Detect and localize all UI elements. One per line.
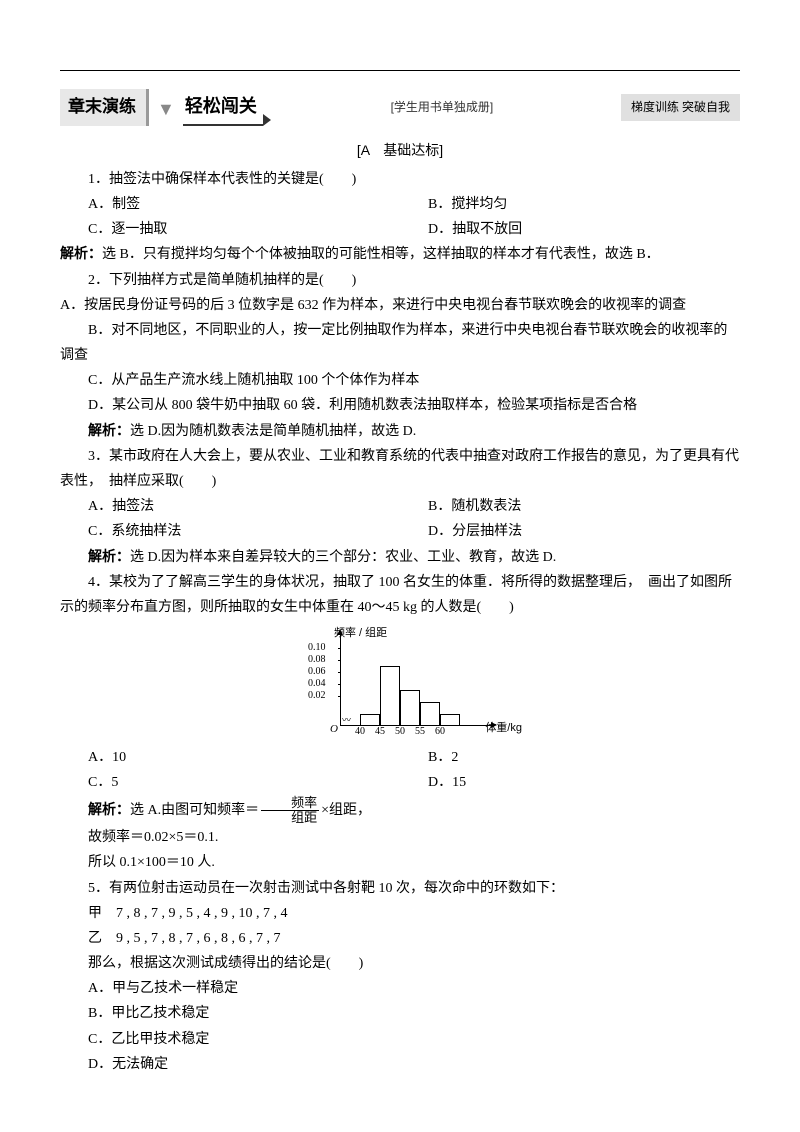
q2-opt-c: C．从产品生产流水线上随机抽取 100 个个体作为样本 bbox=[60, 368, 740, 393]
q4-answer-l1: 解析：选 A.由图可知频率＝频率组距×组距， bbox=[60, 796, 740, 826]
q5-opt-c: C．乙比甲技术稳定 bbox=[60, 1027, 740, 1052]
histogram: 频率 / 组距 O 〰 体重/kg 0.020.040.060.080.1040… bbox=[300, 626, 500, 741]
q4-ans-pre: 选 A.由图可知频率＝ bbox=[130, 803, 259, 818]
q3-options: A．抽签法 C．系统抽样法 B．随机数表法 D．分层抽样法 bbox=[60, 494, 740, 544]
frac-num: 频率 bbox=[261, 796, 319, 811]
q4-opt-c: C．5 bbox=[60, 770, 400, 795]
q2-opt-a: A．按居民身份证号码的后 3 位数字是 632 作为样本，来进行中央电视台春节联… bbox=[60, 293, 740, 318]
q3-opt-a: A．抽签法 bbox=[60, 494, 400, 519]
q1-opt-d: D．抽取不放回 bbox=[400, 217, 740, 242]
banner-mid: [学生用书单独成册] bbox=[391, 97, 494, 119]
q3-ans-text: 选 D.因为样本来自差异较大的三个部分：农业、工业、教育，故选 D. bbox=[130, 550, 556, 565]
q5-yi: 乙 9 , 5 , 7 , 8 , 7 , 6 , 8 , 6 , 7 , 7 bbox=[60, 926, 740, 951]
section-a-heading: [A 基础达标] bbox=[60, 138, 740, 163]
q1-ans-label: 解析： bbox=[60, 247, 102, 262]
q1-opt-a: A．制签 bbox=[60, 192, 400, 217]
xtick: 40 bbox=[355, 723, 365, 741]
xtick: 45 bbox=[375, 723, 385, 741]
q4-ans-label: 解析： bbox=[88, 803, 130, 818]
q2-ans-text: 选 D.因为随机数表法是简单随机抽样，故选 D. bbox=[130, 424, 416, 439]
q4-chart: 频率 / 组距 O 〰 体重/kg 0.020.040.060.080.1040… bbox=[60, 626, 740, 741]
ytick: 0.10 bbox=[308, 639, 326, 657]
axis-break-icon: 〰 bbox=[342, 712, 349, 728]
fraction: 频率组距 bbox=[261, 796, 319, 826]
q2-stem: 2．下列抽样方式是简单随机抽样的是( ) bbox=[60, 268, 740, 293]
q3-ans-label: 解析： bbox=[88, 550, 130, 565]
q1-ans-text: 选 B．只有搅拌均匀每个个体被抽取的可能性相等，这样抽取的样本才有代表性，故选 … bbox=[102, 247, 660, 262]
q4-answer-l2: 故频率＝0.02×5＝0.1. bbox=[60, 825, 740, 850]
q2-opt-b: B．对不同地区，不同职业的人，按一定比例抽取作为样本，来进行中央电视台春节联欢晚… bbox=[60, 318, 740, 368]
banner: 章末演练 ▼ 轻松闯关 [学生用书单独成册] 梯度训练 突破自我 bbox=[60, 89, 740, 126]
q5-opt-a: A．甲与乙技术一样稳定 bbox=[60, 976, 740, 1001]
q3-opt-d: D．分层抽样法 bbox=[400, 519, 740, 544]
q2-answer: 解析：选 D.因为随机数表法是简单随机抽样，故选 D. bbox=[60, 419, 740, 444]
frac-den: 组距 bbox=[261, 811, 319, 825]
xtick: 50 bbox=[395, 723, 405, 741]
banner-right: 梯度训练 突破自我 bbox=[621, 94, 740, 122]
q4-answer-l3: 所以 0.1×100＝10 人. bbox=[60, 850, 740, 875]
q1-answer: 解析：选 B．只有搅拌均匀每个个体被抽取的可能性相等，这样抽取的样本才有代表性，… bbox=[60, 242, 740, 267]
xtick: 55 bbox=[415, 723, 425, 741]
q1-options: A．制签 C．逐一抽取 B．搅拌均匀 D．抽取不放回 bbox=[60, 192, 740, 242]
q4-ans-post: ×组距， bbox=[321, 803, 371, 818]
q5-opt-b: B．甲比乙技术稳定 bbox=[60, 1001, 740, 1026]
q2-opt-d: D．某公司从 800 袋牛奶中抽取 60 袋．利用随机数表法抽取样本，检验某项指… bbox=[60, 393, 740, 418]
chart-xlabel: 体重/kg bbox=[485, 719, 522, 739]
q4-opt-d: D．15 bbox=[400, 770, 740, 795]
xtick: 60 bbox=[435, 723, 445, 741]
q4-stem: 4．某校为了了解高三学生的身体状况，抽取了 100 名女生的体重．将所得的数据整… bbox=[60, 570, 740, 620]
bar bbox=[400, 690, 420, 726]
q5-stem: 5．有两位射击运动员在一次射击测试中各射靶 10 次，每次命中的环数如下： bbox=[60, 876, 740, 901]
q3-stem: 3．某市政府在人大会上，要从农业、工业和教育系统的代表中抽查对政府工作报告的意见… bbox=[60, 444, 740, 494]
q2-ans-label: 解析： bbox=[88, 424, 130, 439]
chart-origin: O bbox=[330, 720, 338, 740]
top-rule bbox=[60, 70, 740, 71]
q4-opt-a: A．10 bbox=[60, 745, 400, 770]
bar bbox=[380, 666, 400, 726]
q3-opt-b: B．随机数表法 bbox=[400, 494, 740, 519]
q3-opt-c: C．系统抽样法 bbox=[60, 519, 400, 544]
q4-options: A．10 C．5 B．2 D．15 bbox=[60, 745, 740, 795]
q5-opt-d: D．无法确定 bbox=[60, 1052, 740, 1077]
q5-jia: 甲 7 , 8 , 7 , 9 , 5 , 4 , 9 , 10 , 7 , 4 bbox=[60, 901, 740, 926]
q5-tail: 那么，根据这次测试成绩得出的结论是( ) bbox=[60, 951, 740, 976]
banner-sep-icon: ▼ bbox=[157, 93, 175, 125]
content: 1．抽签法中确保样本代表性的关键是( ) A．制签 C．逐一抽取 B．搅拌均匀 … bbox=[60, 167, 740, 1077]
q1-opt-b: B．搅拌均匀 bbox=[400, 192, 740, 217]
page: 章末演练 ▼ 轻松闯关 [学生用书单独成册] 梯度训练 突破自我 [A 基础达标… bbox=[0, 0, 800, 1132]
banner-left: 章末演练 ▼ 轻松闯关 bbox=[60, 89, 263, 126]
q3-answer: 解析：选 D.因为样本来自差异较大的三个部分：农业、工业、教育，故选 D. bbox=[60, 545, 740, 570]
q4-opt-b: B．2 bbox=[400, 745, 740, 770]
banner-title: 章末演练 bbox=[60, 89, 149, 126]
q1-stem: 1．抽签法中确保样本代表性的关键是( ) bbox=[60, 167, 740, 192]
q1-opt-c: C．逐一抽取 bbox=[60, 217, 400, 242]
banner-subtitle: 轻松闯关 bbox=[183, 90, 263, 125]
